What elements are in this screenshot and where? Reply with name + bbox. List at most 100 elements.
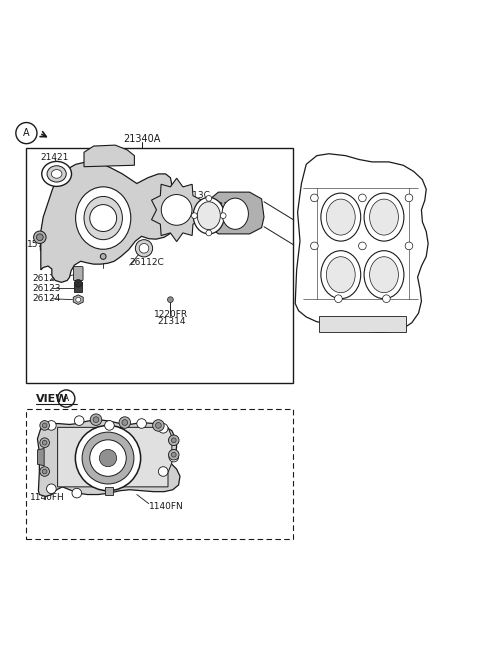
Ellipse shape — [75, 187, 131, 250]
Polygon shape — [73, 295, 83, 305]
Polygon shape — [105, 487, 113, 495]
Circle shape — [47, 421, 56, 430]
Circle shape — [169, 453, 179, 462]
Circle shape — [36, 234, 43, 240]
Text: 1571TC: 1571TC — [27, 240, 61, 250]
Circle shape — [168, 297, 173, 303]
Ellipse shape — [222, 198, 249, 229]
Circle shape — [359, 242, 366, 250]
Circle shape — [169, 436, 179, 445]
Text: 1220FR: 1220FR — [154, 310, 188, 318]
Circle shape — [206, 195, 212, 201]
Polygon shape — [295, 154, 428, 332]
Circle shape — [405, 194, 413, 202]
Polygon shape — [58, 427, 172, 487]
Text: 26123: 26123 — [33, 284, 61, 293]
Text: 1140EB: 1140EB — [144, 441, 179, 449]
Circle shape — [42, 469, 47, 474]
Circle shape — [171, 453, 176, 457]
Ellipse shape — [364, 193, 404, 241]
Circle shape — [359, 194, 366, 202]
Ellipse shape — [364, 251, 404, 299]
Ellipse shape — [42, 161, 72, 187]
Polygon shape — [37, 449, 44, 466]
Circle shape — [100, 253, 106, 259]
Circle shape — [383, 295, 390, 303]
Ellipse shape — [193, 197, 225, 234]
Circle shape — [168, 449, 179, 460]
Ellipse shape — [370, 199, 398, 235]
Circle shape — [311, 194, 318, 202]
Circle shape — [99, 449, 117, 467]
Bar — [26, 147, 293, 383]
Circle shape — [75, 425, 141, 491]
Circle shape — [90, 414, 102, 425]
Ellipse shape — [51, 170, 62, 178]
Circle shape — [40, 438, 49, 447]
Circle shape — [206, 230, 212, 236]
Circle shape — [335, 295, 342, 303]
Circle shape — [105, 421, 114, 430]
Circle shape — [156, 422, 161, 428]
Circle shape — [122, 420, 128, 425]
Circle shape — [90, 440, 126, 476]
Polygon shape — [37, 420, 180, 496]
Ellipse shape — [370, 257, 398, 293]
Text: 1140FN: 1140FN — [149, 502, 183, 510]
Circle shape — [158, 467, 168, 476]
Text: 21390: 21390 — [89, 250, 118, 259]
Text: 1140FH: 1140FH — [30, 493, 65, 502]
Text: 1140EB: 1140EB — [118, 424, 152, 433]
Polygon shape — [84, 145, 134, 167]
Text: 21340A: 21340A — [123, 134, 160, 144]
Bar — [26, 409, 293, 538]
Polygon shape — [319, 316, 406, 332]
Text: A: A — [23, 128, 30, 138]
Text: 26124: 26124 — [33, 294, 61, 303]
Ellipse shape — [326, 257, 355, 293]
Circle shape — [40, 467, 49, 476]
Text: A: A — [63, 394, 69, 403]
Circle shape — [137, 419, 146, 428]
Circle shape — [405, 242, 413, 250]
Ellipse shape — [197, 202, 220, 230]
Circle shape — [82, 432, 134, 484]
Circle shape — [135, 240, 153, 257]
Circle shape — [220, 213, 226, 219]
Circle shape — [74, 280, 82, 287]
FancyBboxPatch shape — [73, 267, 83, 280]
Bar — [74, 282, 82, 291]
Text: 21314: 21314 — [157, 317, 186, 326]
Polygon shape — [207, 192, 264, 234]
Ellipse shape — [47, 166, 66, 182]
Circle shape — [76, 297, 81, 302]
Circle shape — [139, 244, 149, 253]
Ellipse shape — [321, 193, 361, 241]
Text: 21313: 21313 — [206, 202, 235, 211]
Circle shape — [153, 420, 164, 431]
Circle shape — [42, 423, 47, 428]
Circle shape — [171, 438, 176, 443]
Circle shape — [93, 417, 99, 422]
Text: VIEW: VIEW — [36, 394, 69, 403]
Text: 26122: 26122 — [33, 274, 61, 283]
Circle shape — [192, 213, 197, 219]
Circle shape — [311, 242, 318, 250]
Polygon shape — [41, 162, 175, 282]
Text: 1140EB: 1140EB — [73, 434, 108, 442]
Polygon shape — [152, 178, 202, 242]
Ellipse shape — [84, 196, 122, 240]
Circle shape — [34, 231, 46, 244]
Circle shape — [40, 421, 49, 430]
Circle shape — [72, 488, 82, 498]
Text: 26113C: 26113C — [175, 191, 210, 200]
Circle shape — [47, 484, 56, 494]
Circle shape — [168, 435, 179, 445]
Circle shape — [90, 204, 117, 231]
Circle shape — [42, 440, 47, 445]
Circle shape — [158, 424, 168, 433]
Circle shape — [161, 195, 192, 225]
Text: 21421: 21421 — [41, 153, 69, 162]
Ellipse shape — [321, 251, 361, 299]
Text: 26112C: 26112C — [130, 258, 164, 267]
